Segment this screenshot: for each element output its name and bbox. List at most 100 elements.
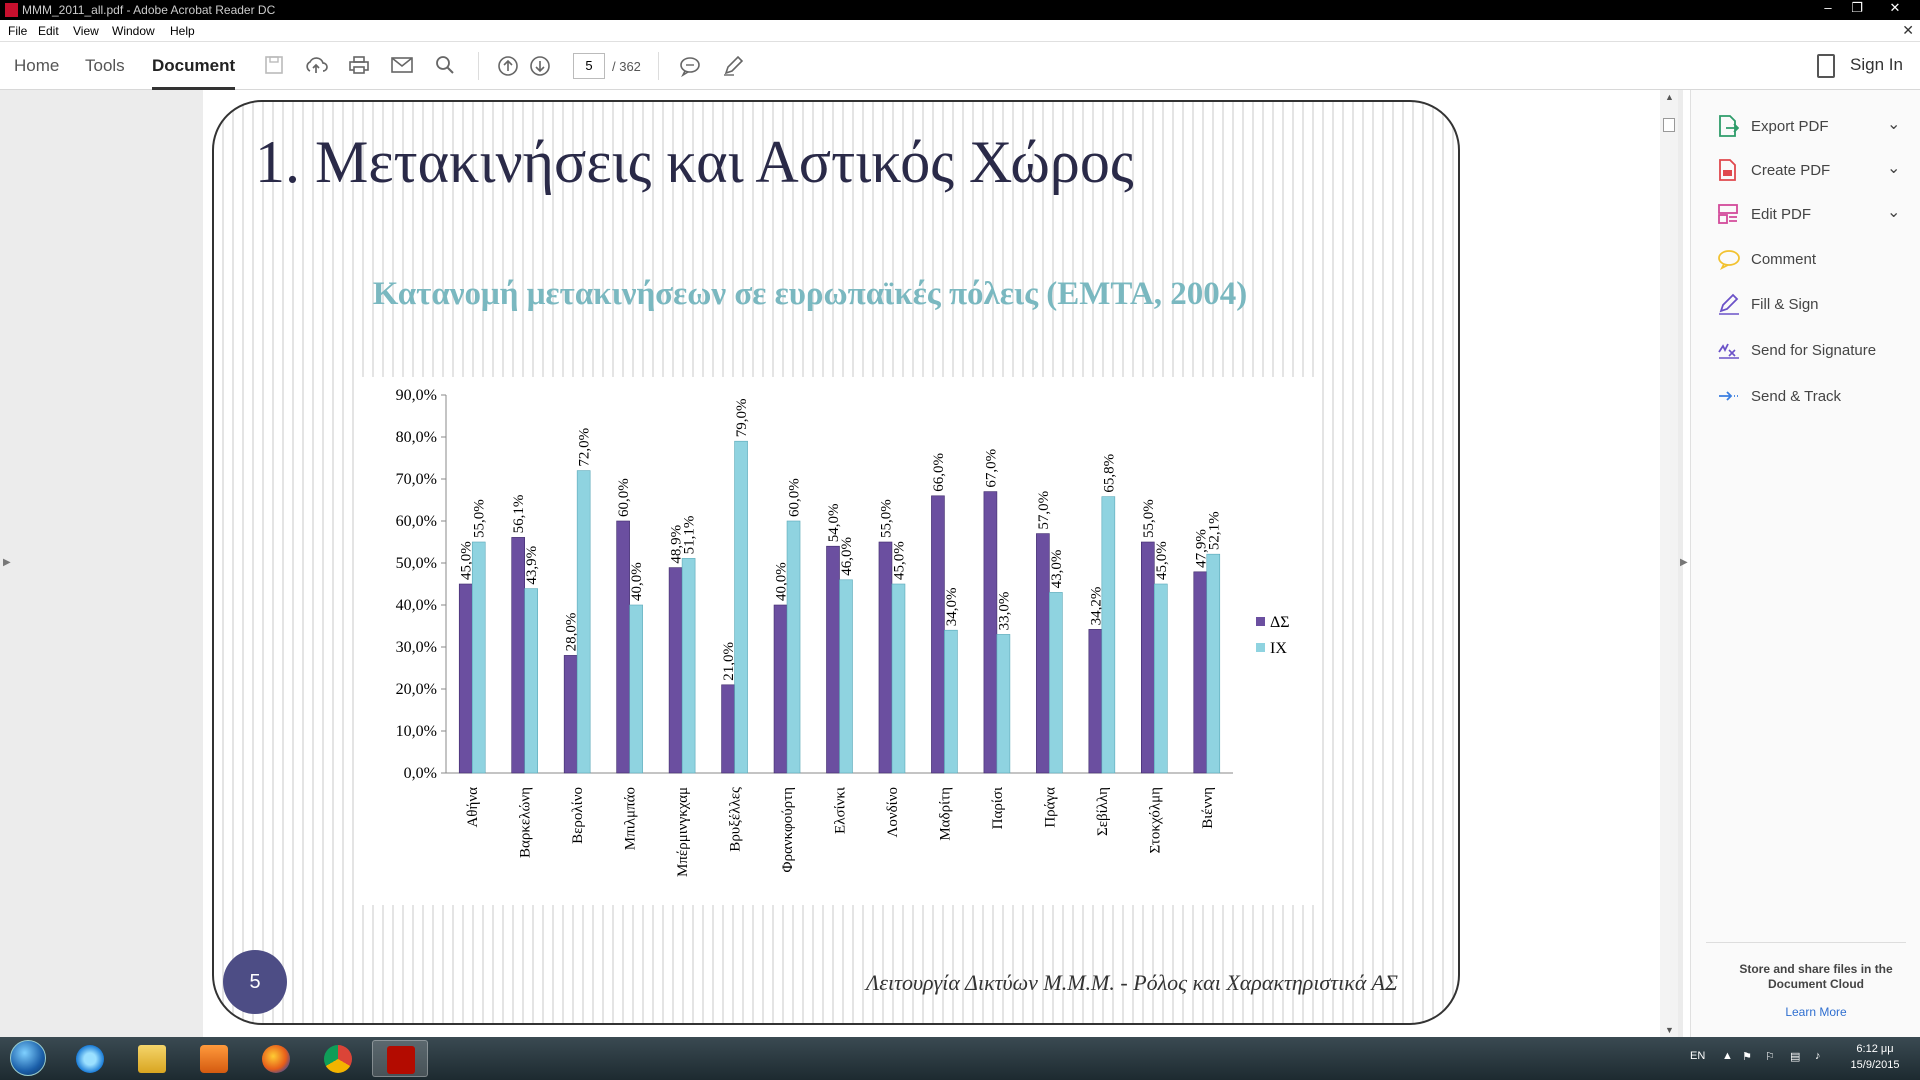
learn-more-link[interactable]: Learn More bbox=[1785, 1005, 1847, 1019]
page-number-badge: 5 bbox=[223, 950, 287, 1014]
data-label: 65,8% bbox=[1101, 454, 1117, 493]
data-label: 45,0% bbox=[891, 541, 907, 580]
show-hidden-icons-icon[interactable]: ▲ bbox=[1722, 1050, 1733, 1062]
y-tick-label: 80,0% bbox=[396, 429, 437, 446]
page-number-input[interactable]: 5 bbox=[573, 53, 605, 79]
taskbar-firefox[interactable] bbox=[248, 1040, 304, 1077]
data-label: 67,0% bbox=[983, 449, 999, 488]
category-label: Ελσίνκι bbox=[833, 787, 849, 834]
data-label: 34,2% bbox=[1088, 587, 1104, 626]
pen-sign-icon[interactable] bbox=[721, 54, 745, 78]
tab-tools[interactable]: Tools bbox=[85, 56, 125, 75]
data-label: 34,0% bbox=[944, 587, 960, 626]
bar-ix bbox=[786, 520, 801, 774]
tab-document[interactable]: Document bbox=[152, 56, 236, 90]
bar-ix bbox=[524, 588, 538, 774]
chevron-down-icon[interactable]: ⌄ bbox=[1887, 160, 1901, 177]
menu-help[interactable]: Help bbox=[170, 24, 195, 38]
clock-date: 15/9/2015 bbox=[1850, 1059, 1900, 1071]
taskbar-media-player[interactable] bbox=[186, 1040, 242, 1077]
legend-label: ΙΧ bbox=[1270, 640, 1287, 657]
account-icon bbox=[1817, 54, 1835, 78]
y-tick-label: 30,0% bbox=[396, 639, 437, 656]
volume-icon[interactable]: ♪ bbox=[1815, 1050, 1821, 1062]
save-icon[interactable] bbox=[262, 54, 286, 78]
bar-ds bbox=[773, 604, 788, 774]
tool-send-track[interactable]: Send & Track bbox=[1691, 378, 1920, 414]
previous-page-icon[interactable] bbox=[496, 54, 520, 78]
tool-label: Create PDF bbox=[1751, 162, 1831, 179]
chevron-down-icon[interactable]: ⌄ bbox=[1887, 204, 1901, 221]
menu-view[interactable]: View bbox=[73, 24, 99, 38]
y-tick-label: 50,0% bbox=[396, 555, 437, 572]
data-label: 66,0% bbox=[931, 453, 947, 492]
menu-file[interactable]: File bbox=[8, 24, 28, 38]
restore-button[interactable]: ❐ bbox=[1851, 0, 1863, 15]
comment-icon[interactable] bbox=[678, 54, 702, 78]
language-indicator[interactable]: EN bbox=[1690, 1050, 1706, 1062]
bar-ix bbox=[1153, 583, 1168, 774]
data-label: 40,0% bbox=[774, 562, 790, 601]
bar-ds bbox=[1088, 629, 1103, 774]
upload-cloud-icon[interactable] bbox=[304, 54, 328, 78]
scrollbar-thumb[interactable] bbox=[1663, 118, 1675, 132]
collapse-right-pane-icon[interactable]: ▶ bbox=[1680, 557, 1688, 568]
data-label: 47,9% bbox=[1193, 529, 1209, 568]
data-label: 55,0% bbox=[472, 499, 488, 538]
bar-ds bbox=[878, 541, 893, 774]
chevron-down-icon[interactable]: ⌄ bbox=[1887, 116, 1901, 133]
category-label: Παρίσι bbox=[990, 787, 1006, 829]
data-label: 45,0% bbox=[459, 541, 475, 580]
tool-edit-pdf[interactable]: Edit PDF ⌄ bbox=[1691, 196, 1920, 232]
expand-left-pane-icon[interactable]: ▶ bbox=[3, 557, 11, 568]
taskbar-internet-explorer[interactable] bbox=[62, 1040, 118, 1077]
sign-in-link[interactable]: Sign In bbox=[1850, 55, 1903, 74]
flag-icon[interactable]: ⚐ bbox=[1765, 1051, 1775, 1063]
vertical-scrollbar[interactable]: ▲ ▼ bbox=[1660, 90, 1678, 1037]
system-clock[interactable]: 6:12 μμ 15/9/2015 bbox=[1840, 1041, 1910, 1073]
windows-taskbar: EN ▲ ⚑ ⚐ ▤ ♪ 6:12 μμ 15/9/2015 bbox=[0, 1037, 1920, 1080]
close-window-button[interactable]: ✕ bbox=[1889, 0, 1901, 15]
tab-home[interactable]: Home bbox=[14, 56, 60, 75]
export-pdf-icon bbox=[1717, 114, 1740, 138]
tool-fill-sign[interactable]: Fill & Sign bbox=[1691, 286, 1920, 322]
network-icon[interactable]: ▤ bbox=[1790, 1051, 1801, 1063]
action-center-icon[interactable]: ⚑ bbox=[1742, 1051, 1752, 1063]
category-label: Μπιλμπάο bbox=[623, 787, 639, 850]
tool-comment[interactable]: Comment bbox=[1691, 241, 1920, 277]
category-label: Μπέρμινγκχαμ bbox=[675, 787, 691, 877]
scroll-down-icon[interactable]: ▼ bbox=[1665, 1025, 1674, 1035]
category-label: Λονδίνο bbox=[885, 787, 901, 838]
email-icon[interactable] bbox=[390, 54, 414, 78]
data-label: 60,0% bbox=[787, 478, 803, 517]
data-label: 72,0% bbox=[577, 428, 593, 467]
data-label: 51,1% bbox=[682, 516, 698, 555]
tool-export-pdf[interactable]: Export PDF ⌄ bbox=[1691, 108, 1920, 144]
search-icon[interactable] bbox=[433, 54, 457, 78]
taskbar-file-explorer[interactable] bbox=[124, 1040, 180, 1077]
category-label: Βρυξέλλες bbox=[728, 787, 744, 852]
pane-divider bbox=[1706, 942, 1906, 943]
start-button[interactable] bbox=[4, 1038, 52, 1078]
menu-edit[interactable]: Edit bbox=[38, 24, 59, 38]
acrobat-icon bbox=[387, 1046, 415, 1074]
legend-swatch bbox=[1256, 643, 1265, 652]
window-title: MMM_2011_all.pdf - Adobe Acrobat Reader … bbox=[22, 3, 276, 17]
data-label: 54,0% bbox=[826, 503, 842, 542]
menu-window[interactable]: Window bbox=[112, 24, 155, 38]
close-document-button[interactable]: ✕ bbox=[1902, 22, 1914, 38]
bar-ds bbox=[1193, 571, 1208, 774]
print-icon[interactable] bbox=[347, 54, 371, 78]
tool-send-for-signature[interactable]: Send for Signature bbox=[1691, 332, 1920, 368]
category-label: Φρανκφούρτη bbox=[780, 787, 796, 873]
data-label: 21,0% bbox=[721, 642, 737, 681]
slide-title: 1. Μετακινήσεις και Αστικός Χώρος bbox=[255, 129, 1134, 195]
clock-time: 6:12 μμ bbox=[1856, 1043, 1894, 1055]
tool-create-pdf[interactable]: Create PDF ⌄ bbox=[1691, 152, 1920, 188]
minimize-button[interactable]: – bbox=[1824, 0, 1832, 15]
scroll-up-icon[interactable]: ▲ bbox=[1665, 92, 1674, 102]
taskbar-acrobat-reader[interactable] bbox=[372, 1040, 428, 1077]
bar-ds bbox=[721, 684, 735, 774]
next-page-icon[interactable] bbox=[528, 54, 552, 78]
taskbar-chrome[interactable] bbox=[310, 1040, 366, 1077]
